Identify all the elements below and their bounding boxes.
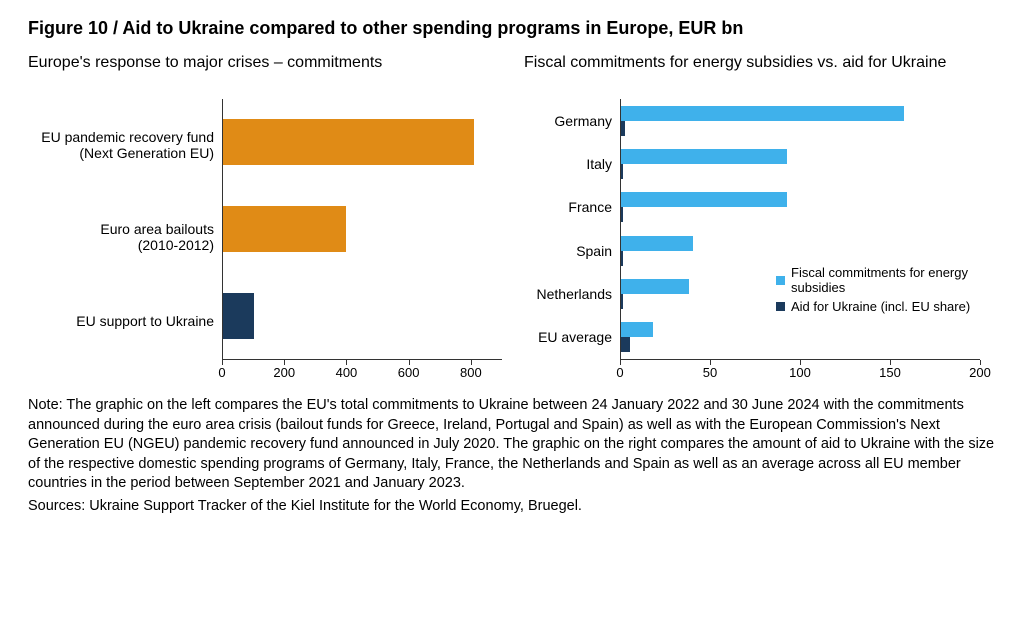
x-tick-label: 600: [398, 365, 420, 380]
legend-swatch: [776, 302, 785, 311]
right-x-axis: 050100150200: [620, 359, 980, 382]
right-category-label: Netherlands: [524, 286, 612, 302]
x-tick-label: 200: [969, 365, 991, 380]
bar: [223, 293, 254, 339]
x-tick-label: 150: [879, 365, 901, 380]
x-tick-label: 400: [336, 365, 358, 380]
left-subtitle: Europe's response to major crises – comm…: [28, 53, 508, 95]
left-panel: Europe's response to major crises – comm…: [28, 53, 508, 382]
bar: [621, 294, 623, 309]
figure-note: Note: The graphic on the left compares t…: [28, 396, 996, 494]
x-tick-label: 200: [273, 365, 295, 380]
figure-title: Figure 10 / Aid to Ukraine compared to o…: [28, 18, 996, 39]
bar: [621, 322, 653, 337]
left-plot: [222, 99, 502, 359]
right-category-label: Spain: [524, 243, 612, 259]
left-chart: EU pandemic recovery fund (Next Generati…: [28, 99, 508, 382]
x-tick-label: 100: [789, 365, 811, 380]
legend: Fiscal commitments for energy subsidies A…: [776, 265, 971, 318]
right-category-label: France: [524, 199, 612, 215]
bar: [621, 121, 625, 136]
bar: [621, 207, 623, 222]
bar: [223, 119, 474, 165]
panels: Europe's response to major crises – comm…: [28, 53, 996, 382]
bar: [621, 149, 787, 164]
legend-item: Fiscal commitments for energy subsidies: [776, 265, 971, 295]
bar: [223, 206, 346, 252]
right-subtitle: Fiscal commitments for energy subsidies …: [524, 53, 996, 95]
right-y-labels: Germany Italy France Spain Netherlands EU ave…: [524, 99, 620, 359]
left-category-label: EU support to Ukraine: [28, 313, 214, 329]
legend-label: Fiscal commitments for energy subsidies: [791, 265, 971, 295]
right-category-label: Germany: [524, 113, 612, 129]
right-category-label: Italy: [524, 156, 612, 172]
legend-item: Aid for Ukraine (incl. EU share): [776, 299, 971, 314]
bar: [621, 164, 623, 179]
left-category-label: Euro area bailouts (2010-2012): [28, 221, 214, 253]
right-category-label: EU average: [524, 329, 612, 345]
left-x-axis: 0200400600800: [222, 359, 502, 382]
x-tick-label: 800: [460, 365, 482, 380]
left-y-labels: EU pandemic recovery fund (Next Generati…: [28, 99, 222, 359]
bar: [621, 106, 904, 121]
x-tick-label: 50: [703, 365, 717, 380]
right-chart: Germany Italy France Spain Netherlands EU ave…: [524, 99, 996, 382]
x-tick-label: 0: [616, 365, 623, 380]
bar: [621, 192, 787, 207]
bar: [621, 337, 630, 352]
right-panel: Fiscal commitments for energy subsidies …: [524, 53, 996, 382]
legend-label: Aid for Ukraine (incl. EU share): [791, 299, 970, 314]
figure-sources: Sources: Ukraine Support Tracker of the …: [28, 498, 996, 514]
bar: [621, 251, 623, 266]
bar: [621, 279, 689, 294]
left-category-label: EU pandemic recovery fund (Next Generati…: [28, 129, 214, 161]
bar: [621, 236, 693, 251]
x-tick-label: 0: [218, 365, 225, 380]
right-plot: Fiscal commitments for energy subsidies A…: [620, 99, 980, 359]
legend-swatch: [776, 276, 785, 285]
